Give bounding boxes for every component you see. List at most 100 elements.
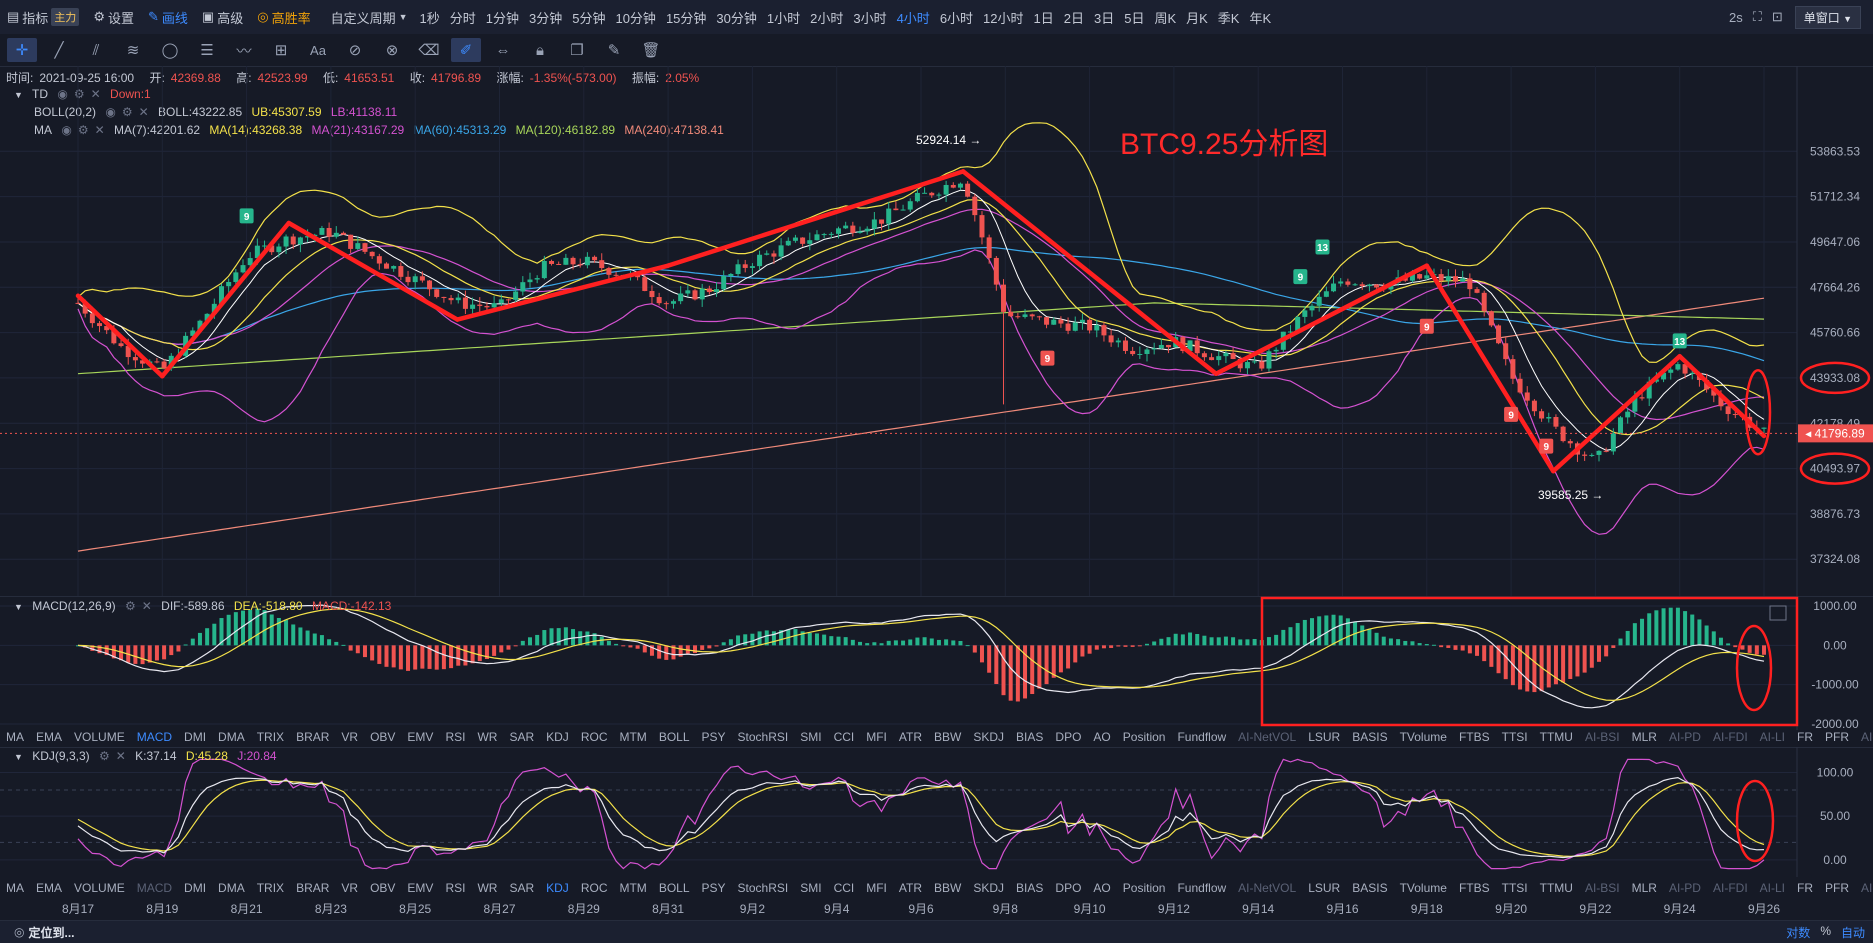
indicator-tab[interactable]: SAR (509, 730, 535, 744)
indicator-tab[interactable]: KDJ (546, 730, 569, 744)
period-option[interactable]: 10分钟 (615, 10, 656, 26)
indicator-tab[interactable]: OBV (370, 730, 396, 744)
indicator-tab[interactable]: MLR (1631, 730, 1657, 744)
period-option[interactable]: 季K (1217, 10, 1240, 26)
indicator-tab[interactable]: MACD (136, 730, 173, 744)
indicator-tab[interactable]: RSI (445, 730, 466, 744)
auto-scale-toggle[interactable]: 自动 (1840, 925, 1865, 940)
indicator-tab[interactable]: DMI (184, 881, 207, 895)
gear-icon[interactable]: ⚙ (73, 87, 85, 101)
indicator-tab[interactable]: CCI (833, 881, 855, 895)
indicator-tab[interactable]: BIAS (1016, 881, 1044, 895)
indicator-tab[interactable]: AI-PD (1668, 881, 1701, 895)
indicator-tab[interactable]: PFR (1825, 730, 1849, 744)
close-icon[interactable]: ✕ (141, 599, 152, 613)
indicator-tab[interactable]: MA (6, 881, 24, 895)
indicator-tab[interactable]: AI-NetVOL (1238, 730, 1297, 744)
indicator-tab[interactable]: FR (1797, 730, 1813, 744)
lock-drawing-icon[interactable]: ⊗ (385, 42, 399, 59)
indicator-tab[interactable]: SAR (509, 881, 535, 895)
indicator-tab[interactable]: DMA (218, 730, 245, 744)
indicator-tab[interactable]: ROC (580, 881, 608, 895)
indicator-button[interactable]: ▤ 指标 主力 (0, 0, 86, 34)
measure-tool-icon[interactable]: ⊞ (274, 42, 288, 59)
indicator-tab[interactable]: AI-LI (1759, 881, 1785, 895)
indicator-tab[interactable]: AO (1093, 881, 1111, 895)
indicator-tab[interactable]: EMA (36, 881, 63, 895)
indicator-tab[interactable]: MFI (866, 730, 887, 744)
period-option[interactable]: 12小时 (983, 10, 1024, 26)
kdj-chart[interactable]: 100.00 50.00 0.00 (0, 747, 1873, 877)
advanced-button[interactable]: ▣ 高级 (195, 0, 250, 34)
expand-icon[interactable] (1769, 605, 1787, 621)
indicator-tab[interactable]: MTM (619, 730, 647, 744)
indicator-tab[interactable]: StochRSI (737, 881, 789, 895)
line-tool-icon[interactable]: ╱ (54, 42, 64, 59)
indicator-tab[interactable]: Fundflow (1177, 881, 1227, 895)
indicator-tab[interactable]: WR (477, 881, 498, 895)
indicator-tab[interactable]: TVolume (1399, 730, 1447, 744)
indicator-tab[interactable]: BOLL (658, 730, 690, 744)
indicator-tab[interactable]: AI-BSI (1584, 881, 1620, 895)
gear-icon[interactable]: ⚙ (124, 599, 136, 613)
period-option[interactable]: 5日 (1124, 10, 1145, 26)
indicator-tab[interactable]: SMI (800, 881, 822, 895)
indicator-tab[interactable]: RSI (445, 881, 466, 895)
eye-icon[interactable]: ◉ (57, 87, 68, 101)
period-option[interactable]: 月K (1186, 10, 1208, 26)
indicator-tab[interactable]: LSUR (1308, 730, 1341, 744)
indicator-tab[interactable]: OBV (370, 881, 396, 895)
indicator-tab[interactable]: ROC (580, 730, 608, 744)
indicator-tab[interactable]: StochRSI (737, 730, 789, 744)
percent-scale-toggle[interactable]: % (1820, 923, 1831, 938)
macd-chart[interactable]: 1000.00 0.00 -1000.00 -2000.00 (0, 596, 1873, 730)
text-tool-icon[interactable]: Aa (310, 42, 326, 58)
close-icon[interactable]: ✕ (138, 105, 149, 119)
custom-period-dropdown[interactable]: 自定义周期 ▼ (324, 0, 415, 34)
close-icon[interactable]: ✕ (94, 123, 105, 137)
indicator-tab[interactable]: TTMU (1539, 881, 1573, 895)
indicator-tab[interactable]: MA (6, 730, 24, 744)
indicator-tab[interactable]: AI-BST (1861, 881, 1873, 895)
indicator-tab[interactable]: FR (1797, 881, 1813, 895)
collapse-icon[interactable]: ▼ (14, 752, 23, 762)
fullscreen-icon[interactable]: ⛶ (1752, 9, 1762, 24)
indicator-tab[interactable]: Fundflow (1177, 730, 1227, 744)
indicator-tab[interactable]: MACD (136, 881, 173, 895)
period-option[interactable]: 2小时 (810, 10, 844, 26)
edit-icon[interactable]: ✎ (607, 42, 621, 59)
magnet-tool-icon[interactable]: ⊘ (348, 42, 362, 59)
period-option[interactable]: 3日 (1093, 10, 1115, 26)
eraser-icon[interactable]: ⌫ (418, 42, 440, 59)
close-icon[interactable]: ✕ (90, 87, 101, 101)
period-option[interactable]: 30分钟 (716, 10, 757, 26)
indicator-tab[interactable]: AI-FDI (1712, 881, 1748, 895)
price-chart[interactable]: 9 9 9 13 9 9 9 13 53863.53 51712.34 49647.06 47664… (0, 66, 1873, 596)
compare-tool-icon[interactable]: ⇔ (495, 41, 511, 59)
indicator-tab[interactable]: BRAR (296, 881, 330, 895)
indicator-tab[interactable]: VOLUME (74, 730, 125, 744)
indicator-tab[interactable]: FTBS (1458, 881, 1490, 895)
collapse-icon[interactable]: ▼ (14, 602, 23, 612)
indicator-tab[interactable]: PSY (701, 730, 726, 744)
brush-tool-icon[interactable]: ✐ (451, 38, 481, 62)
collapse-icon[interactable]: ▼ (14, 90, 23, 100)
indicator-tab[interactable]: SMI (800, 730, 822, 744)
indicator-tab[interactable]: EMV (407, 730, 434, 744)
indicator-tab[interactable]: SKDJ (973, 730, 1005, 744)
lock-icon[interactable]: 🔒︎ (536, 41, 544, 59)
indicator-tab[interactable]: TTMU (1539, 730, 1573, 744)
channel-tool-icon[interactable]: ☰ (200, 42, 214, 59)
locate-button[interactable]: 定位到... (28, 925, 75, 940)
period-option[interactable]: 5分钟 (572, 10, 606, 26)
eye-icon[interactable]: ◉ (105, 105, 116, 119)
window-mode-dropdown[interactable]: 单窗口 ▼ (1794, 5, 1861, 29)
period-option[interactable]: 周K (1154, 10, 1177, 26)
indicator-tab[interactable]: BASIS (1352, 730, 1388, 744)
period-option[interactable]: 15分钟 (665, 10, 707, 26)
indicator-tab[interactable]: VR (341, 730, 359, 744)
gear-icon[interactable]: ⚙ (77, 123, 89, 137)
indicator-tab[interactable]: CCI (833, 730, 855, 744)
indicator-tab[interactable]: ATR (898, 730, 923, 744)
indicator-tab[interactable]: BBW (934, 730, 962, 744)
